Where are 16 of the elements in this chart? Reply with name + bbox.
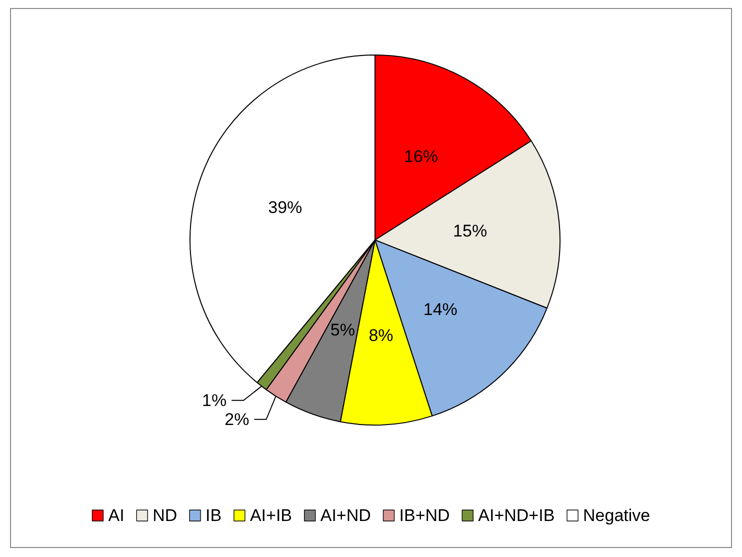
legend-label: IB bbox=[206, 506, 222, 525]
data-label: 15% bbox=[453, 222, 488, 241]
legend-label: AI bbox=[108, 506, 124, 525]
data-label: 16% bbox=[404, 146, 438, 166]
legend-label: IB+ND bbox=[399, 506, 450, 525]
legend-label: ND bbox=[152, 506, 178, 525]
data-label: 5% bbox=[330, 320, 355, 340]
data-label: 2% bbox=[224, 410, 250, 429]
data-label: 1% bbox=[202, 390, 227, 410]
legend-label: AI+ND+IB bbox=[478, 506, 555, 525]
data-label: 8% bbox=[368, 326, 394, 345]
data-label: 39% bbox=[268, 198, 302, 218]
legend-label: AI+IB bbox=[250, 506, 292, 525]
data-label: 14% bbox=[423, 300, 458, 320]
legend-label: Negative bbox=[583, 506, 650, 525]
legend-label: AI+ND bbox=[320, 506, 371, 525]
